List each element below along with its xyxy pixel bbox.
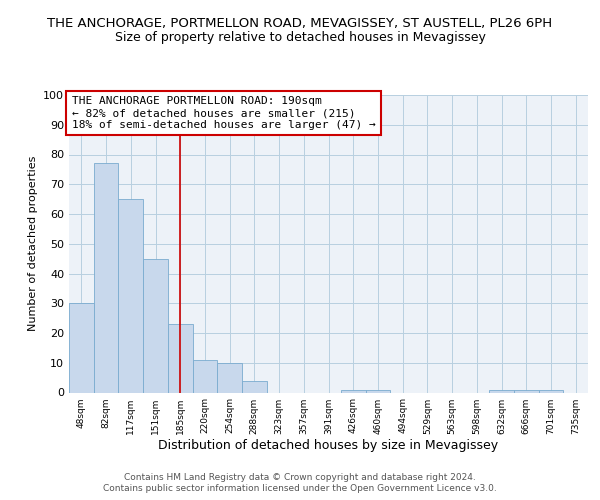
Bar xyxy=(193,360,217,392)
Text: Contains HM Land Registry data © Crown copyright and database right 2024.: Contains HM Land Registry data © Crown c… xyxy=(124,472,476,482)
Bar xyxy=(168,324,193,392)
Bar xyxy=(514,390,539,392)
Text: Contains public sector information licensed under the Open Government Licence v3: Contains public sector information licen… xyxy=(103,484,497,493)
Bar xyxy=(242,380,267,392)
Bar xyxy=(341,390,365,392)
Text: THE ANCHORAGE, PORTMELLON ROAD, MEVAGISSEY, ST AUSTELL, PL26 6PH: THE ANCHORAGE, PORTMELLON ROAD, MEVAGISS… xyxy=(47,18,553,30)
Bar xyxy=(365,390,390,392)
Bar xyxy=(94,164,118,392)
Bar xyxy=(69,303,94,392)
Bar xyxy=(118,199,143,392)
Y-axis label: Number of detached properties: Number of detached properties xyxy=(28,156,38,332)
Text: Size of property relative to detached houses in Mevagissey: Size of property relative to detached ho… xyxy=(115,31,485,44)
Bar xyxy=(539,390,563,392)
Bar xyxy=(217,363,242,392)
Text: THE ANCHORAGE PORTMELLON ROAD: 190sqm
← 82% of detached houses are smaller (215): THE ANCHORAGE PORTMELLON ROAD: 190sqm ← … xyxy=(71,96,376,130)
X-axis label: Distribution of detached houses by size in Mevagissey: Distribution of detached houses by size … xyxy=(158,440,499,452)
Bar xyxy=(143,258,168,392)
Bar xyxy=(489,390,514,392)
